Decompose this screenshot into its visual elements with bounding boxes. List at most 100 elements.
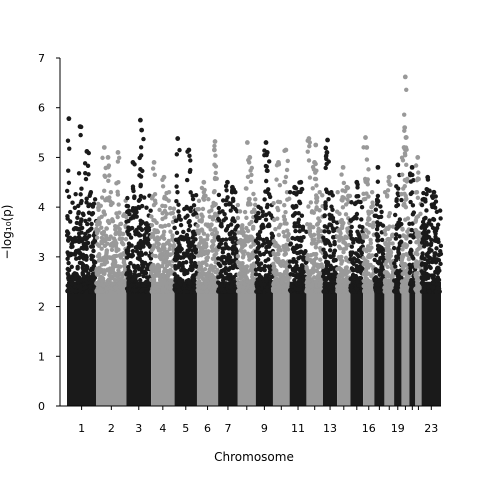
chromosome-3-bulk bbox=[126, 281, 152, 406]
snp-point bbox=[232, 244, 237, 249]
snp-point bbox=[311, 252, 317, 257]
snp-point bbox=[396, 277, 401, 283]
snp-point bbox=[177, 236, 182, 242]
snp-point bbox=[173, 251, 179, 256]
snp-point bbox=[174, 276, 180, 281]
snp-point bbox=[416, 282, 421, 287]
snp-point bbox=[70, 200, 75, 205]
top-hit-point bbox=[263, 140, 269, 145]
chromosome-10-bulk bbox=[272, 281, 290, 406]
top-hit-point bbox=[363, 135, 368, 140]
snp-point bbox=[403, 193, 408, 199]
snp-point bbox=[294, 259, 299, 265]
snp-point bbox=[88, 267, 94, 273]
snp-point bbox=[190, 287, 196, 292]
snp-point bbox=[423, 231, 429, 237]
snp-point bbox=[88, 289, 93, 294]
snp-point bbox=[322, 255, 328, 260]
snp-point bbox=[105, 197, 110, 203]
chromosome-22-bulk bbox=[415, 281, 422, 406]
snp-point bbox=[96, 243, 102, 249]
snp-point bbox=[203, 250, 209, 255]
snp-point bbox=[275, 216, 280, 221]
snp-point bbox=[371, 220, 376, 225]
snp-point bbox=[420, 251, 425, 256]
snp-point bbox=[316, 216, 321, 221]
snp-point bbox=[342, 240, 348, 246]
axes bbox=[59, 58, 441, 407]
snp-point bbox=[134, 265, 139, 270]
snp-point bbox=[277, 183, 283, 188]
snp-point bbox=[84, 196, 89, 201]
snp-point bbox=[291, 247, 297, 252]
snp-point bbox=[111, 270, 117, 276]
data-points bbox=[64, 74, 444, 406]
snp-point bbox=[150, 247, 155, 252]
snp-point bbox=[213, 282, 218, 288]
snp-point bbox=[307, 269, 312, 274]
snp-point bbox=[395, 282, 401, 288]
snp-point bbox=[290, 204, 295, 209]
snp-point bbox=[285, 247, 291, 252]
snp-point bbox=[246, 196, 252, 202]
snp-point bbox=[431, 280, 436, 285]
top-hit-point bbox=[66, 116, 72, 122]
snp-point bbox=[112, 277, 118, 283]
snp-point bbox=[174, 173, 179, 178]
snp-point bbox=[379, 237, 385, 243]
chromosome-11-points bbox=[287, 179, 309, 406]
snp-point bbox=[282, 221, 287, 226]
snp-point bbox=[229, 283, 234, 288]
snp-point bbox=[369, 190, 375, 195]
snp-point bbox=[217, 218, 222, 223]
snp-point bbox=[374, 252, 379, 258]
snp-point bbox=[213, 164, 219, 169]
snp-point bbox=[370, 200, 375, 205]
snp-point bbox=[100, 240, 105, 246]
snp-point bbox=[213, 153, 218, 158]
snp-point bbox=[400, 247, 405, 252]
snp-point bbox=[400, 282, 405, 288]
snp-point bbox=[385, 237, 390, 242]
snp-point bbox=[253, 218, 259, 224]
snp-point bbox=[326, 229, 332, 235]
snp-point bbox=[220, 198, 226, 203]
snp-point bbox=[136, 204, 141, 210]
snp-point bbox=[116, 155, 122, 160]
snp-point bbox=[87, 217, 92, 222]
snp-point bbox=[126, 241, 132, 246]
snp-point bbox=[150, 234, 156, 239]
snp-point bbox=[117, 281, 122, 286]
snp-point bbox=[88, 284, 93, 290]
snp-point bbox=[340, 258, 345, 264]
snp-point bbox=[406, 256, 412, 262]
snp-point bbox=[408, 269, 413, 274]
snp-point bbox=[249, 234, 254, 239]
snp-point bbox=[362, 288, 367, 293]
snp-point bbox=[256, 282, 261, 287]
top-hit-point bbox=[402, 74, 408, 80]
snp-point bbox=[275, 277, 280, 283]
snp-point bbox=[271, 269, 277, 275]
snp-point bbox=[309, 209, 315, 214]
snp-point bbox=[85, 240, 91, 246]
snp-point bbox=[163, 253, 168, 259]
snp-point bbox=[187, 218, 192, 224]
snp-point bbox=[370, 224, 376, 230]
top-hit-point bbox=[101, 145, 107, 150]
snp-point bbox=[65, 283, 70, 288]
chromosome-1-bulk bbox=[67, 281, 97, 406]
snp-point bbox=[156, 241, 162, 247]
snp-point bbox=[304, 229, 309, 235]
snp-point bbox=[126, 225, 131, 230]
snp-point bbox=[124, 255, 130, 260]
top-hit-point bbox=[225, 179, 230, 185]
snp-point bbox=[181, 229, 186, 235]
snp-point bbox=[293, 280, 298, 286]
snp-point bbox=[317, 190, 322, 195]
x-tick-label: 23 bbox=[424, 422, 438, 435]
snp-point bbox=[297, 287, 303, 292]
snp-point bbox=[337, 246, 343, 251]
snp-point bbox=[83, 285, 88, 290]
snp-point bbox=[186, 243, 191, 249]
